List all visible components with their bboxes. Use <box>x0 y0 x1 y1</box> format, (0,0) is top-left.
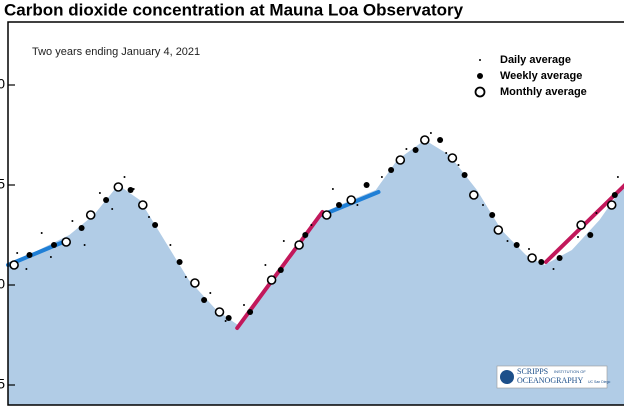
daily-point <box>429 132 432 134</box>
daily-point <box>111 208 114 210</box>
weekly-point <box>513 242 520 248</box>
monthly-point <box>576 220 586 230</box>
legend-marker <box>477 73 483 79</box>
monthly-point <box>113 182 124 192</box>
weekly-point <box>489 212 496 218</box>
logo-name: SCRIPPS <box>517 367 548 376</box>
daily-point <box>169 244 172 246</box>
weekly-point <box>247 309 254 315</box>
daily-point <box>445 152 448 154</box>
legend-label: Monthly average <box>500 86 587 98</box>
area <box>8 140 624 405</box>
weekly-point <box>225 315 232 321</box>
weekly-point <box>538 259 545 265</box>
daily-point <box>49 256 52 258</box>
monthly-point <box>190 278 200 288</box>
monthly-point <box>9 260 19 270</box>
daily-point <box>595 212 598 214</box>
y-tick-label: 5 <box>0 376 5 392</box>
monthly-point <box>61 237 71 247</box>
daily-point <box>25 268 28 270</box>
monthly-point <box>85 210 96 220</box>
weekly-point <box>277 267 284 273</box>
daily-point <box>506 240 509 242</box>
y-tick-label: 0 <box>0 276 5 292</box>
logo-tagline: INSTITUTION OF <box>554 369 586 374</box>
monthly-point <box>266 275 277 285</box>
daily-point <box>528 248 530 250</box>
daily-point <box>577 236 579 238</box>
daily-point <box>405 148 408 150</box>
daily-point <box>264 264 267 266</box>
daily-point <box>184 276 187 278</box>
weekly-point <box>437 137 444 143</box>
weekly-point <box>78 225 85 231</box>
weekly-point <box>201 297 208 303</box>
monthly-point <box>138 200 148 210</box>
daily-point <box>380 176 383 178</box>
daily-point <box>356 204 359 206</box>
daily-point <box>224 320 227 322</box>
weekly-point <box>152 222 159 228</box>
weekly-point <box>51 242 57 248</box>
weekly-point <box>461 172 468 178</box>
legend-marker <box>479 59 481 61</box>
daily-point <box>331 188 334 190</box>
weekly-point <box>302 232 309 238</box>
logo-line: OCEANOGRAPHY <box>517 376 583 385</box>
weekly-point <box>556 255 563 261</box>
monthly-point <box>395 155 406 165</box>
monthly-point <box>346 195 357 205</box>
daily-point <box>71 220 74 222</box>
logo-sub: UC San Diego <box>588 380 610 384</box>
logo: SCRIPPS INSTITUTION OF OCEANOGRAPHY UC S… <box>496 365 610 389</box>
weekly-point <box>611 192 618 198</box>
daily-point <box>282 240 285 242</box>
plot-frame <box>7 21 624 406</box>
daily-point <box>40 232 43 234</box>
daily-point <box>83 244 86 246</box>
legend-marker <box>474 86 486 98</box>
chart-subtitle: Two years ending January 4, 2021 <box>32 46 200 58</box>
weekly-point <box>26 252 33 258</box>
y-tick-label: 5 <box>0 176 5 192</box>
chart-title: Carbon dioxide concentration at Mauna Lo… <box>4 0 464 19</box>
daily-point <box>552 268 555 270</box>
weekly-point <box>127 187 134 193</box>
weekly-point <box>587 232 594 238</box>
daily-point <box>123 176 126 178</box>
weekly-point <box>176 259 183 265</box>
daily-point <box>16 252 19 254</box>
monthly-point <box>294 240 304 250</box>
weekly-point <box>363 182 370 188</box>
daily-point <box>310 224 313 226</box>
weekly-point <box>103 197 110 203</box>
monthly-point <box>321 210 332 220</box>
trend-line <box>6 238 71 267</box>
weekly-point <box>412 147 419 153</box>
monthly-point <box>606 200 617 210</box>
daily-point <box>98 192 101 194</box>
monthly-point <box>419 135 430 145</box>
monthly-point <box>447 153 458 163</box>
daily-point <box>482 204 484 206</box>
monthly-point <box>493 225 504 235</box>
daily-point <box>243 304 245 306</box>
logo-icon <box>500 370 514 384</box>
logo-box <box>496 365 608 389</box>
legend-label: Daily average <box>500 54 571 66</box>
monthly-point <box>214 307 225 317</box>
daily-point <box>457 164 460 166</box>
daily-point <box>616 176 619 178</box>
monthly-point <box>468 190 479 200</box>
weekly-point <box>388 167 395 173</box>
daily-point <box>148 216 150 218</box>
legend-label: Weekly average <box>500 70 582 82</box>
monthly-point <box>527 253 537 263</box>
y-tick-label: 0 <box>0 76 5 92</box>
daily-point <box>209 292 212 294</box>
weekly-point <box>336 202 342 208</box>
